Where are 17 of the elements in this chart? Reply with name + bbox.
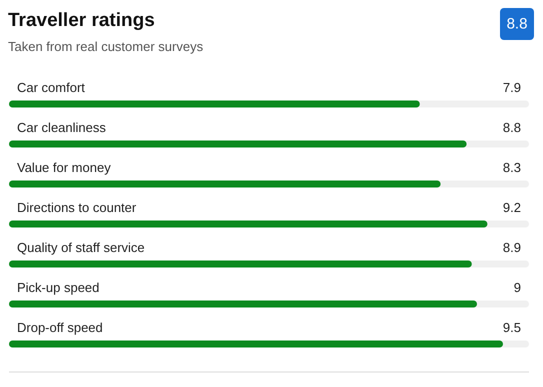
- data-label: 9: [514, 280, 521, 295]
- data-label: 7.9: [502, 80, 521, 95]
- y-tick-label: Drop-off speed: [17, 320, 103, 335]
- y-tick-label: Car cleanliness: [17, 120, 106, 135]
- data-label: 8.8: [502, 120, 521, 135]
- data-label: 9.2: [502, 200, 521, 215]
- data-label: 8.3: [502, 160, 521, 175]
- y-tick-label: Quality of staff service: [17, 240, 145, 255]
- data-label: 8.9: [502, 240, 521, 255]
- data-label: 9.5: [502, 320, 521, 335]
- chart-subtitle: Taken from real customer surveys: [8, 39, 204, 54]
- chart-title: Traveller ratings: [8, 10, 155, 31]
- y-tick-label: Pick-up speed: [17, 280, 100, 295]
- y-tick-label: Value for money: [17, 160, 112, 175]
- y-tick-label: Directions to counter: [17, 200, 137, 215]
- text: 8.8: [506, 16, 528, 32]
- y-tick-label: Car comfort: [17, 80, 86, 95]
